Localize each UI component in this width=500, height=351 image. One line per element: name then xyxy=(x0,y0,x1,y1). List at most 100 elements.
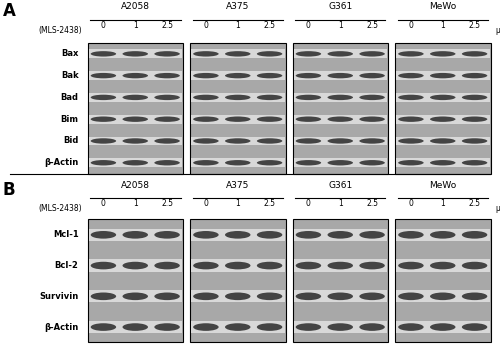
Ellipse shape xyxy=(328,117,353,122)
Bar xyxy=(88,321,182,333)
Text: A375: A375 xyxy=(226,2,250,11)
Ellipse shape xyxy=(154,73,180,78)
Ellipse shape xyxy=(257,160,282,165)
Ellipse shape xyxy=(398,117,423,122)
Text: Mcl-1: Mcl-1 xyxy=(53,230,78,239)
Text: Bid: Bid xyxy=(63,137,78,145)
Text: 0: 0 xyxy=(408,21,414,31)
Ellipse shape xyxy=(398,262,423,269)
Ellipse shape xyxy=(225,73,250,78)
Ellipse shape xyxy=(462,95,487,100)
Bar xyxy=(396,229,490,241)
Ellipse shape xyxy=(328,323,353,331)
Ellipse shape xyxy=(225,117,250,122)
Ellipse shape xyxy=(296,51,321,57)
Ellipse shape xyxy=(360,95,385,100)
Ellipse shape xyxy=(193,262,218,269)
Ellipse shape xyxy=(398,95,423,100)
Bar xyxy=(396,259,490,272)
Text: 1: 1 xyxy=(338,21,342,31)
Ellipse shape xyxy=(430,73,456,78)
Ellipse shape xyxy=(328,138,353,144)
Ellipse shape xyxy=(398,51,423,57)
Ellipse shape xyxy=(462,117,487,122)
Text: 1: 1 xyxy=(133,199,138,208)
Text: 0: 0 xyxy=(204,199,208,208)
Ellipse shape xyxy=(154,160,180,165)
Ellipse shape xyxy=(360,138,385,144)
Ellipse shape xyxy=(430,292,456,300)
Ellipse shape xyxy=(193,292,218,300)
Bar xyxy=(190,43,286,174)
Bar xyxy=(191,229,284,241)
Text: 0: 0 xyxy=(408,199,414,208)
Ellipse shape xyxy=(296,262,321,269)
Text: Bax: Bax xyxy=(61,49,78,58)
Bar xyxy=(190,219,286,343)
Bar xyxy=(396,158,490,167)
Text: Survivin: Survivin xyxy=(39,292,78,301)
Text: 1: 1 xyxy=(236,21,240,31)
Ellipse shape xyxy=(257,95,282,100)
Text: 0: 0 xyxy=(101,199,106,208)
Ellipse shape xyxy=(462,231,487,239)
Ellipse shape xyxy=(360,160,385,165)
Bar xyxy=(294,158,387,167)
Ellipse shape xyxy=(154,138,180,144)
Ellipse shape xyxy=(430,160,456,165)
Ellipse shape xyxy=(154,323,180,331)
Ellipse shape xyxy=(430,323,456,331)
Text: (MLS-2438): (MLS-2438) xyxy=(39,204,82,213)
Ellipse shape xyxy=(257,262,282,269)
Ellipse shape xyxy=(462,262,487,269)
Ellipse shape xyxy=(462,323,487,331)
Bar xyxy=(292,219,388,343)
Bar xyxy=(396,321,490,333)
Text: G361: G361 xyxy=(328,181,352,190)
Text: 1: 1 xyxy=(236,199,240,208)
Text: G361: G361 xyxy=(328,2,352,11)
Text: 2.5: 2.5 xyxy=(468,21,480,31)
Bar xyxy=(88,158,182,167)
Ellipse shape xyxy=(430,138,456,144)
Ellipse shape xyxy=(257,138,282,144)
Ellipse shape xyxy=(193,73,218,78)
Text: Bak: Bak xyxy=(61,71,78,80)
Bar xyxy=(395,43,490,174)
Ellipse shape xyxy=(398,73,423,78)
Ellipse shape xyxy=(462,73,487,78)
Ellipse shape xyxy=(122,231,148,239)
Ellipse shape xyxy=(328,262,353,269)
Bar xyxy=(88,93,182,102)
Ellipse shape xyxy=(154,231,180,239)
Ellipse shape xyxy=(122,51,148,57)
Text: 2.5: 2.5 xyxy=(366,21,378,31)
Ellipse shape xyxy=(90,292,116,300)
Ellipse shape xyxy=(90,117,116,122)
Text: 0: 0 xyxy=(204,21,208,31)
Ellipse shape xyxy=(296,231,321,239)
Ellipse shape xyxy=(462,51,487,57)
Text: 0: 0 xyxy=(101,21,106,31)
Text: 2.5: 2.5 xyxy=(161,199,173,208)
Text: 2.5: 2.5 xyxy=(468,199,480,208)
Ellipse shape xyxy=(328,160,353,165)
Ellipse shape xyxy=(360,73,385,78)
Text: A: A xyxy=(2,2,16,20)
Ellipse shape xyxy=(90,323,116,331)
Ellipse shape xyxy=(328,231,353,239)
Ellipse shape xyxy=(90,95,116,100)
Bar xyxy=(294,290,387,303)
Bar xyxy=(191,137,284,145)
Ellipse shape xyxy=(296,292,321,300)
Ellipse shape xyxy=(360,292,385,300)
Ellipse shape xyxy=(257,292,282,300)
Bar xyxy=(88,43,183,174)
Ellipse shape xyxy=(360,51,385,57)
Bar xyxy=(88,290,182,303)
Ellipse shape xyxy=(328,95,353,100)
Text: 2.5: 2.5 xyxy=(161,21,173,31)
Text: μmol/L: μmol/L xyxy=(496,204,500,213)
Text: A2058: A2058 xyxy=(120,181,150,190)
Ellipse shape xyxy=(328,51,353,57)
